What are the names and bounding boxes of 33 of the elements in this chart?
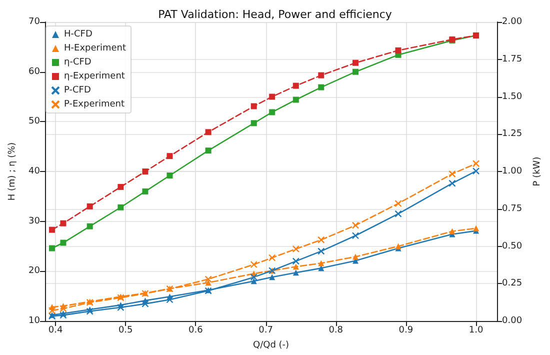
x-tick-label: 0.8 [328,326,344,336]
x-tick-label: 1.0 [468,326,484,336]
y2-tick-label: 1.25 [502,129,522,140]
legend-label: P-CFD [64,86,91,96]
chart-title: PAT Validation: Head, Power and efficiency [158,8,392,21]
y2-tick-label: 1.50 [502,92,522,102]
y2-tick-label: 0.00 [502,316,522,326]
legend-label: H-Experiment [64,44,126,54]
legend-label: η-Experiment [64,72,126,82]
y2-tick-label: 1.00 [502,166,522,176]
y2-axis-title: P (kW) [532,156,542,186]
y2-tick-label: 1.75 [502,54,522,64]
x-axis-title: Q/Qd (-) [253,340,290,350]
y-tick-label: 60 [28,66,40,77]
y-tick-label: 40 [28,166,40,176]
y-tick-label: 50 [28,116,40,127]
x-tick-label: 0.9 [398,326,414,336]
y-tick-label: 20 [28,266,40,276]
legend-label: η-CFD [64,58,92,68]
legend-label: P-Experiment [64,100,125,110]
legend-label: H-CFD [64,30,92,40]
y2-tick-label: 2.00 [502,17,522,27]
x-tick-label: 0.6 [188,326,204,336]
x-tick-label: 0.4 [48,326,63,336]
x-tick-label: 0.7 [258,326,273,336]
y2-tick-label: 0.50 [502,241,522,252]
y2-tick-label: 0.25 [502,278,522,289]
y2-tick-label: 0.75 [502,204,522,214]
y-tick-label: 70 [28,17,40,27]
y-tick-label: 10 [28,316,40,326]
y-tick-label: 30 [28,216,40,226]
x-tick-label: 0.5 [118,326,133,336]
y-axis-title: H (m) ; η (%) [8,142,18,201]
